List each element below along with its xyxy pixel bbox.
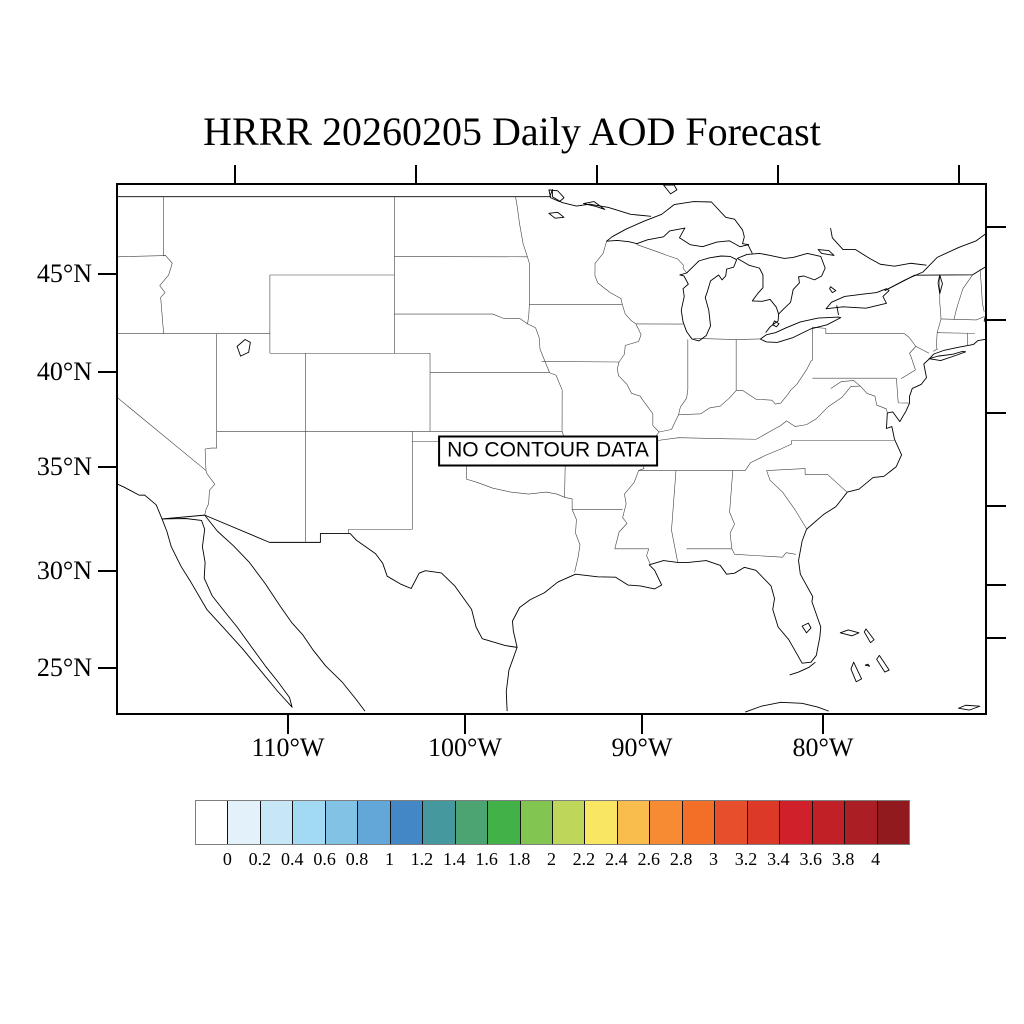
colorbar-label: 1 <box>384 849 394 869</box>
colorbar-cell <box>487 801 520 844</box>
colorbar-cell <box>357 801 390 844</box>
lon-tick <box>287 715 289 734</box>
colorbar-cell <box>844 801 877 844</box>
right-tick <box>987 226 1006 228</box>
right-tick <box>987 319 1006 321</box>
colorbar-label: 2.2 <box>572 849 596 869</box>
colorbar-label: 2 <box>547 849 556 869</box>
lat-tick <box>98 570 117 572</box>
colorbar-cell <box>681 801 715 844</box>
colorbar-cell <box>324 801 358 844</box>
colorbar-cell <box>649 801 682 844</box>
lat-label: 30°N <box>36 556 92 585</box>
colorbar-cell <box>196 801 228 844</box>
islands <box>745 350 981 713</box>
colorbar-label: 2.6 <box>637 849 660 869</box>
top-tick <box>777 165 779 184</box>
lat-label: 45°N <box>36 259 92 288</box>
right-tick <box>987 637 1006 639</box>
coastlines <box>118 266 985 712</box>
top-tick <box>596 165 598 184</box>
colorbar-cell <box>519 801 552 844</box>
colorbar-label: 3 <box>709 849 719 869</box>
top-tick <box>234 165 236 184</box>
lon-tick <box>822 715 824 734</box>
lat-label: 40°N <box>36 357 92 386</box>
colorbar-cell <box>422 801 455 844</box>
colorbar <box>195 800 910 845</box>
colorbar-label: 3.6 <box>799 849 823 869</box>
top-tick <box>415 165 417 184</box>
right-tick <box>987 505 1006 507</box>
colorbar-label: 1.8 <box>507 849 531 869</box>
colorbar-cell <box>454 801 488 844</box>
lon-label: 100°W <box>428 733 502 762</box>
state-borders <box>118 196 985 573</box>
lat-tick <box>98 371 117 373</box>
colorbar-cell <box>876 801 909 844</box>
right-tick <box>987 412 1006 414</box>
colorbar-label: 1.2 <box>410 849 434 869</box>
colorbar-label: 3.4 <box>767 849 790 869</box>
colorbar-label: 2.4 <box>605 849 628 869</box>
colorbar-label: 1.6 <box>475 849 498 869</box>
colorbar-cell <box>616 801 650 844</box>
right-tick <box>987 584 1006 586</box>
figure-title: HRRR 20260205 Daily AOD Forecast <box>203 109 821 154</box>
lon-tick <box>641 715 643 734</box>
lon-label: 110°W <box>251 733 325 762</box>
lat-label: 35°N <box>36 452 92 481</box>
lat-tick <box>98 667 117 669</box>
lon-label: 80°W <box>792 733 854 762</box>
colorbar-label: 3.8 <box>831 849 855 869</box>
colorbar-label: 0.4 <box>280 849 304 869</box>
colorbar-label: 0.2 <box>248 849 272 869</box>
colorbar-cell <box>292 801 325 844</box>
colorbar-label: 0.8 <box>345 849 369 869</box>
lat-label: 25°N <box>36 653 92 682</box>
colorbar-label: 0 <box>222 849 232 869</box>
lakes <box>236 185 943 634</box>
colorbar-cell <box>389 801 423 844</box>
no-contour-data-label: NO CONTOUR DATA <box>438 435 658 467</box>
colorbar-label: 2.8 <box>669 849 693 869</box>
colorbar-cell <box>746 801 780 844</box>
colorbar-cell <box>584 801 617 844</box>
colorbar-cell <box>714 801 747 844</box>
conus-map <box>118 185 985 713</box>
top-tick <box>958 165 960 184</box>
lat-tick <box>98 273 117 275</box>
colorbar-label: 0.6 <box>313 849 336 869</box>
colorbar-cell <box>811 801 845 844</box>
lon-tick <box>464 715 466 734</box>
colorbar-label: 4 <box>871 849 881 869</box>
colorbar-cell <box>779 801 812 844</box>
colorbar-cell <box>227 801 260 844</box>
colorbar-cell <box>259 801 293 844</box>
lon-label: 90°W <box>611 733 673 762</box>
canada-border <box>118 189 985 333</box>
colorbar-label: 1.4 <box>443 849 466 869</box>
colorbar-label: 3.2 <box>734 849 758 869</box>
lat-tick <box>98 466 117 468</box>
colorbar-cell <box>551 801 585 844</box>
